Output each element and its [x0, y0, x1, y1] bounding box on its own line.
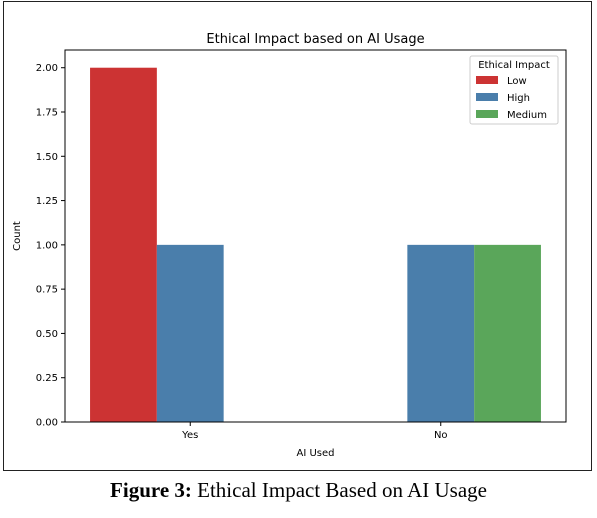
y-tick-label: 0.75	[36, 285, 58, 296]
y-tick-label: 1.00	[36, 240, 58, 251]
y-axis: 0.00 0.25 0.50 0.75 1.00 1.25 1.50 1.75 2.00	[36, 63, 65, 429]
chart-title: Ethical Impact based on AI Usage	[206, 32, 424, 47]
legend-title: Ethical Impact	[478, 60, 550, 71]
y-tick-label: 1.75	[36, 108, 58, 119]
legend-items: Low High Medium	[476, 76, 547, 121]
plot-area-border	[64, 49, 567, 423]
x-tick-label: No	[434, 430, 448, 441]
y-tick-label: 0.00	[36, 418, 58, 429]
x-tick-label: Yes	[181, 430, 198, 441]
bar-low-yes	[90, 67, 157, 422]
legend-swatch-medium	[476, 110, 498, 118]
caption-label: Figure 3:	[110, 478, 192, 502]
y-tick-label: 1.50	[36, 152, 58, 163]
legend: Ethical Impact Low High Medium	[469, 55, 559, 125]
legend-label-medium: Medium	[507, 110, 547, 121]
y-tick-label: 0.25	[36, 373, 58, 384]
caption-text: Ethical Impact Based on AI Usage	[191, 478, 487, 502]
bar-medium-no	[474, 244, 541, 422]
y-tick-label: 2.00	[36, 63, 58, 74]
y-tick-label: 1.25	[36, 196, 58, 207]
y-tick-label: 0.50	[36, 329, 58, 340]
x-axis: Yes No	[181, 422, 448, 441]
bars-group	[90, 67, 541, 422]
figure-caption: Figure 3: Ethical Impact Based on AI Usa…	[0, 478, 597, 503]
bar-high-no	[407, 244, 475, 422]
x-axis-label: AI Used	[297, 448, 335, 459]
bar-chart: 0.00 0.25 0.50 0.75 1.00 1.25 1.50 1.75 2.00 Yes…	[12, 32, 567, 459]
legend-box	[469, 55, 559, 125]
legend-label-high: High	[507, 93, 530, 104]
y-axis-label: Count	[12, 221, 23, 251]
legend-swatch-high	[476, 93, 498, 101]
legend-swatch-low	[476, 76, 498, 84]
bar-high-yes	[156, 244, 224, 422]
legend-label-low: Low	[507, 76, 527, 87]
